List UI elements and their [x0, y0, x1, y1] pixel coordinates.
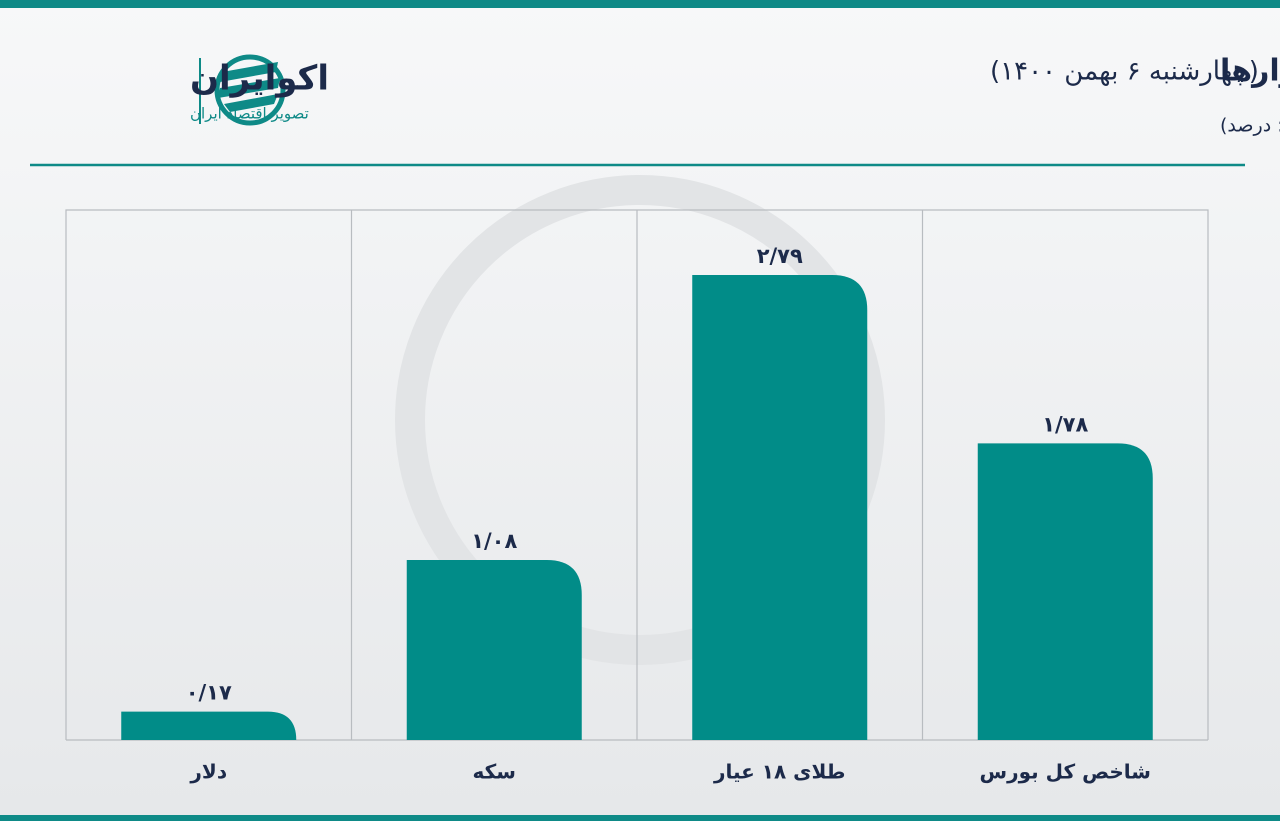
- value-label: ۰/۱۷: [186, 681, 232, 705]
- watermark: [395, 175, 885, 665]
- x-tick-label: شاخص کل بورس: [980, 760, 1151, 784]
- x-tick-label: طلای ۱۸ عیار: [713, 760, 846, 784]
- value-label: ۲/۷۹: [757, 244, 803, 268]
- bar: [977, 443, 1153, 740]
- bottom-strip: [0, 815, 1280, 821]
- x-tick-label: سکه: [473, 760, 516, 784]
- chart-title: بازدهی بازارها: [1220, 54, 1280, 89]
- value-label: ۱/۷۸: [1042, 412, 1088, 436]
- brand-name: اکوایران: [190, 59, 329, 99]
- top-strip: [0, 0, 1280, 8]
- bar: [692, 275, 868, 740]
- bar: [121, 711, 297, 740]
- unit-label: (واحد: درصد): [1220, 115, 1280, 137]
- bar: [406, 560, 582, 740]
- x-tick-label: دلار: [189, 760, 227, 784]
- chart-subtitle: (چهارشنبه ۶ بهمن ۱۴۰۰): [990, 57, 1259, 87]
- brand-tagline: تصویر اقتصاد ایران: [190, 105, 309, 123]
- logo-icon: [214, 54, 286, 126]
- value-label: ۱/۰۸: [471, 529, 517, 553]
